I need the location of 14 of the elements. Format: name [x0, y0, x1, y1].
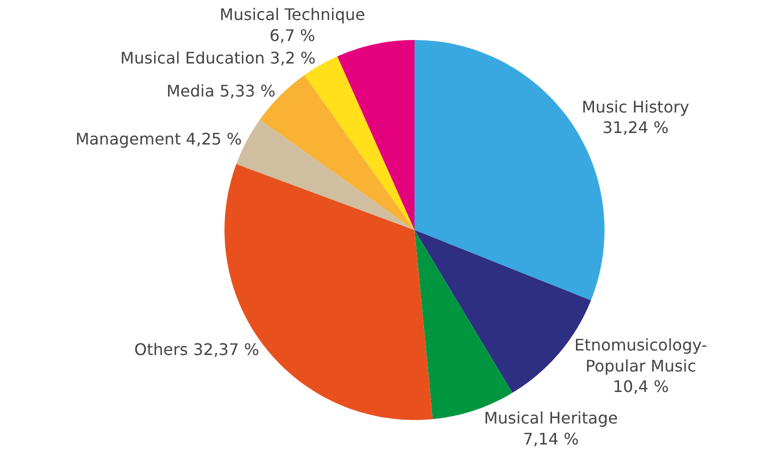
slice-label: Musical Heritage	[484, 408, 618, 428]
pie-slice	[337, 40, 414, 230]
pie-slice	[260, 75, 414, 230]
data-label: 6,7 %	[270, 26, 316, 45]
slice-label: Music History	[582, 97, 690, 116]
data-label: 10,4 %	[612, 377, 669, 396]
slice-label: Management 4,25 %	[75, 129, 242, 148]
data-label: 7,14 %	[522, 429, 579, 448]
slice-label: Media 5,33 %	[166, 81, 276, 100]
data-label: 31,24 %	[602, 118, 669, 138]
slice-label: Musical Technique	[220, 5, 366, 24]
slice-label: Etnomusicology-Popular Music	[574, 335, 708, 376]
slice-label: Others 32,37 %	[134, 340, 260, 359]
slice-label: Musical Education 3,2 %	[120, 48, 316, 68]
